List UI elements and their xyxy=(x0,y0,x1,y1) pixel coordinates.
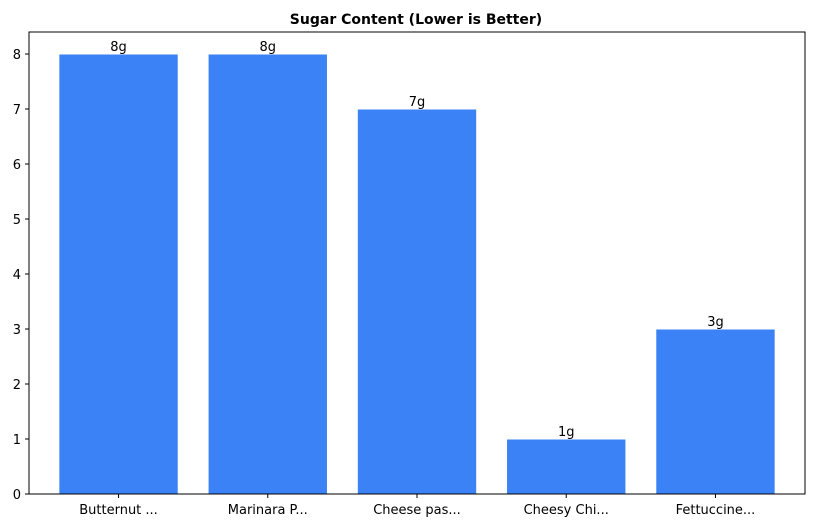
x-tick-label: Cheesy Chi... xyxy=(524,503,609,518)
y-tick-label: 3 xyxy=(13,323,21,338)
x-tick-label: Marinara P... xyxy=(228,503,308,518)
bar xyxy=(506,438,627,495)
x-tick-label: Cheese pas... xyxy=(373,503,461,518)
y-tick-label: 6 xyxy=(13,158,21,173)
data-label: 1g xyxy=(558,425,575,440)
y-tick-label: 7 xyxy=(13,103,21,118)
y-tick-label: 4 xyxy=(13,268,21,283)
bar xyxy=(207,53,328,495)
y-tick-label: 1 xyxy=(13,433,21,448)
y-tick-label: 2 xyxy=(13,378,21,393)
data-label: 8g xyxy=(110,40,127,55)
y-tick-label: 0 xyxy=(13,488,21,503)
bar xyxy=(655,328,776,495)
x-tick-label: Butternut ... xyxy=(79,503,158,518)
data-label: 8g xyxy=(260,40,277,55)
x-tick-label: Fettuccine... xyxy=(676,503,756,518)
data-label: 3g xyxy=(707,315,724,330)
data-label: 7g xyxy=(409,95,426,110)
y-tick-label: 5 xyxy=(13,213,21,228)
y-tick-label: 8 xyxy=(13,48,21,63)
chart-title: Sugar Content (Lower is Better) xyxy=(290,12,542,28)
bar xyxy=(58,53,179,495)
plot-frame xyxy=(28,31,806,495)
bar xyxy=(356,108,478,495)
